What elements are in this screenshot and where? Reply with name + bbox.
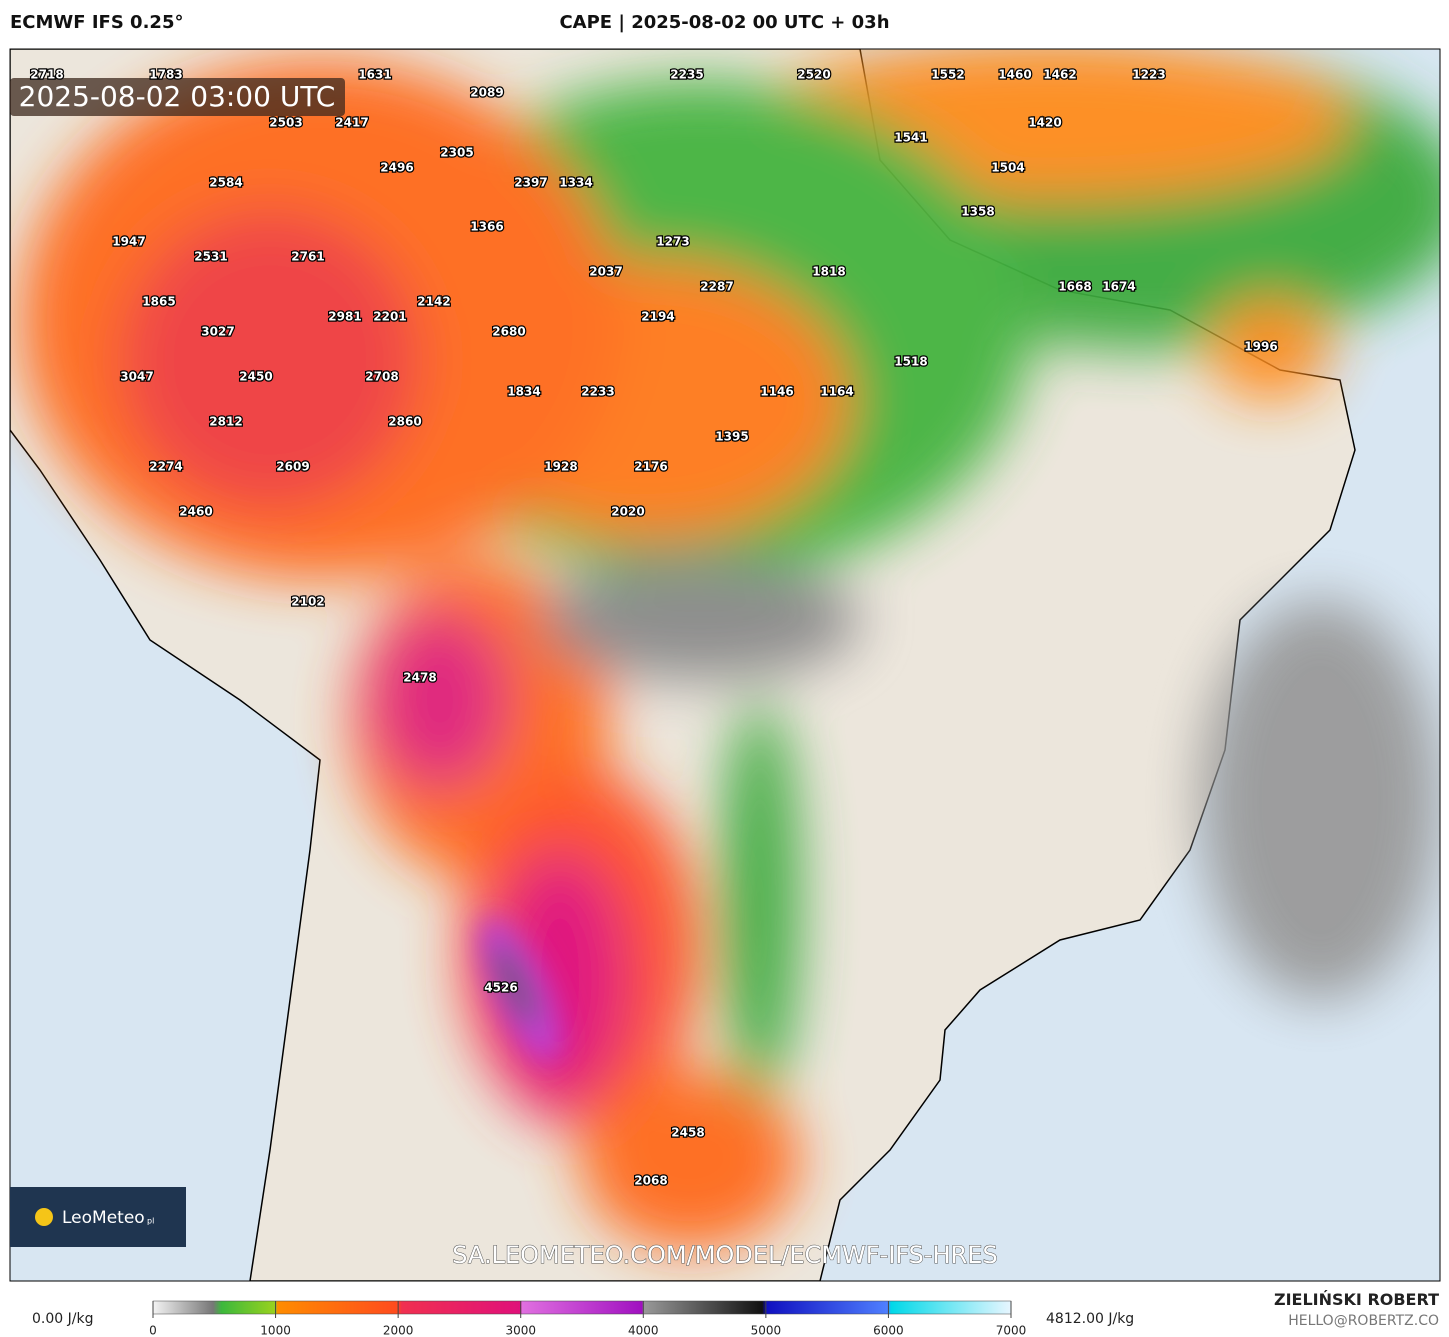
cape-label: 2812 [209,415,242,429]
cape-label: 1164 [820,385,853,399]
cape-label: 2068 [634,1174,667,1188]
cape-label: 1541 [894,131,927,145]
colorbar-tick-label: 6000 [873,1324,904,1337]
cape-label: 1668 [1058,280,1091,294]
colorbar-tick-label: 0 [149,1324,157,1337]
cape-label: 2496 [380,161,413,175]
cape-label: 1420 [1028,116,1061,130]
colorbar-max: 4812.00 J/kg [1046,1311,1135,1327]
email: HELLO@ROBERTZ.CO [1288,1313,1439,1329]
colorbar-tick-label: 5000 [751,1324,782,1337]
cape-label: 2609 [276,460,309,474]
author: ZIELIŃSKI ROBERT [1273,1290,1439,1309]
map-frame [9,48,1441,1282]
value-labels: 2718 1783 1631 2089 2235 2520 1552 1460 1462 1223… [29,66,1279,1189]
cape-label: 4526 [484,981,517,995]
cape-label: 1996 [1244,340,1277,354]
cape-label: 2397 [514,176,547,190]
map-area [10,49,1440,1281]
cape-label: 2450 [239,370,272,384]
cape-label: 1552 [931,68,964,82]
cape-label: 2981 [328,310,361,324]
model-name: ECMWF IFS 0.25° [10,12,184,33]
cape-label: 2708 [365,370,398,384]
cape-label: 1834 [507,385,540,399]
cape-label: 2233 [581,385,614,399]
cape-label: 2584 [209,176,242,190]
cape-label: 2020 [611,505,644,519]
cape-label: 1674 [1102,280,1135,294]
cape-label: 2194 [641,310,674,324]
cape-label: 3027 [201,325,234,339]
cape-label: 1783 [149,68,182,82]
colorbar-tick-label: 7000 [996,1324,1027,1337]
cape-label: 2860 [388,415,421,429]
cape-label: 1865 [142,295,175,309]
cape-label: 2089 [470,86,503,100]
cape-label: 1395 [715,430,748,444]
cape-label: 1223 [1132,68,1165,82]
cape-label: 2478 [403,671,436,685]
cape-label: 1818 [812,265,845,279]
logo-suffix: pl [147,1217,154,1226]
cape-label: 1928 [544,460,577,474]
cape-label: 3047 [120,370,153,384]
cape-label: 2201 [373,310,406,324]
cape-label: 2458 [671,1126,704,1140]
cape-label: 2142 [417,295,450,309]
source-url: SA.LEOMETEO.COM/MODEL/ECMWF-IFS-HRES [452,1241,997,1269]
cape-label: 2761 [291,250,324,264]
colorbar-tick-label: 2000 [383,1324,414,1337]
cape-label: 1358 [961,205,994,219]
cape-label: 2176 [634,460,667,474]
cape-label: 1366 [470,220,503,234]
colorbar-ticks: 0 1000 2000 3000 4000 5000 6000 7000 [149,1301,1026,1337]
cape-label: 2503 [269,116,302,130]
cape-label: 2680 [492,325,525,339]
cape-label: 1947 [112,235,145,249]
colorbar-tick-label: 3000 [505,1324,536,1337]
cape-label: 1146 [760,385,793,399]
cape-label: 2287 [700,280,733,294]
cape-label: 1334 [559,176,592,190]
cape-label: 2274 [149,460,182,474]
cape-label: 1460 [998,68,1031,82]
map-title: CAPE | 2025-08-02 00 UTC + 03h [559,12,890,33]
cape-label: 2531 [194,250,227,264]
cape-label: 1273 [656,235,689,249]
cape-label: 1518 [894,355,927,369]
timestamp: 2025-08-02 03:00 UTC [19,80,336,113]
timestamp-box [10,78,345,116]
cape-label: 2417 [335,116,368,130]
cape-label: 1631 [358,68,391,82]
cape-label: 2235 [670,68,703,82]
colorbar [152,1300,1012,1315]
colorbar-min: 0.00 J/kg [32,1311,94,1327]
colorbar-tick-label: 4000 [628,1324,659,1337]
logo-text: LeoMeteo [62,1208,145,1228]
cape-label: 2102 [291,595,324,609]
cape-label: 1504 [991,161,1024,175]
logo-sun [35,1208,53,1226]
cape-label: 2520 [797,68,830,82]
colorbar-tick-label: 1000 [260,1324,291,1337]
cape-label: 2718 [30,68,63,82]
cape-field [20,49,1440,1250]
cape-label: 2460 [179,505,212,519]
cape-label: 2305 [440,146,473,160]
cape-label: 2037 [589,265,622,279]
cape-label: 1462 [1043,68,1076,82]
